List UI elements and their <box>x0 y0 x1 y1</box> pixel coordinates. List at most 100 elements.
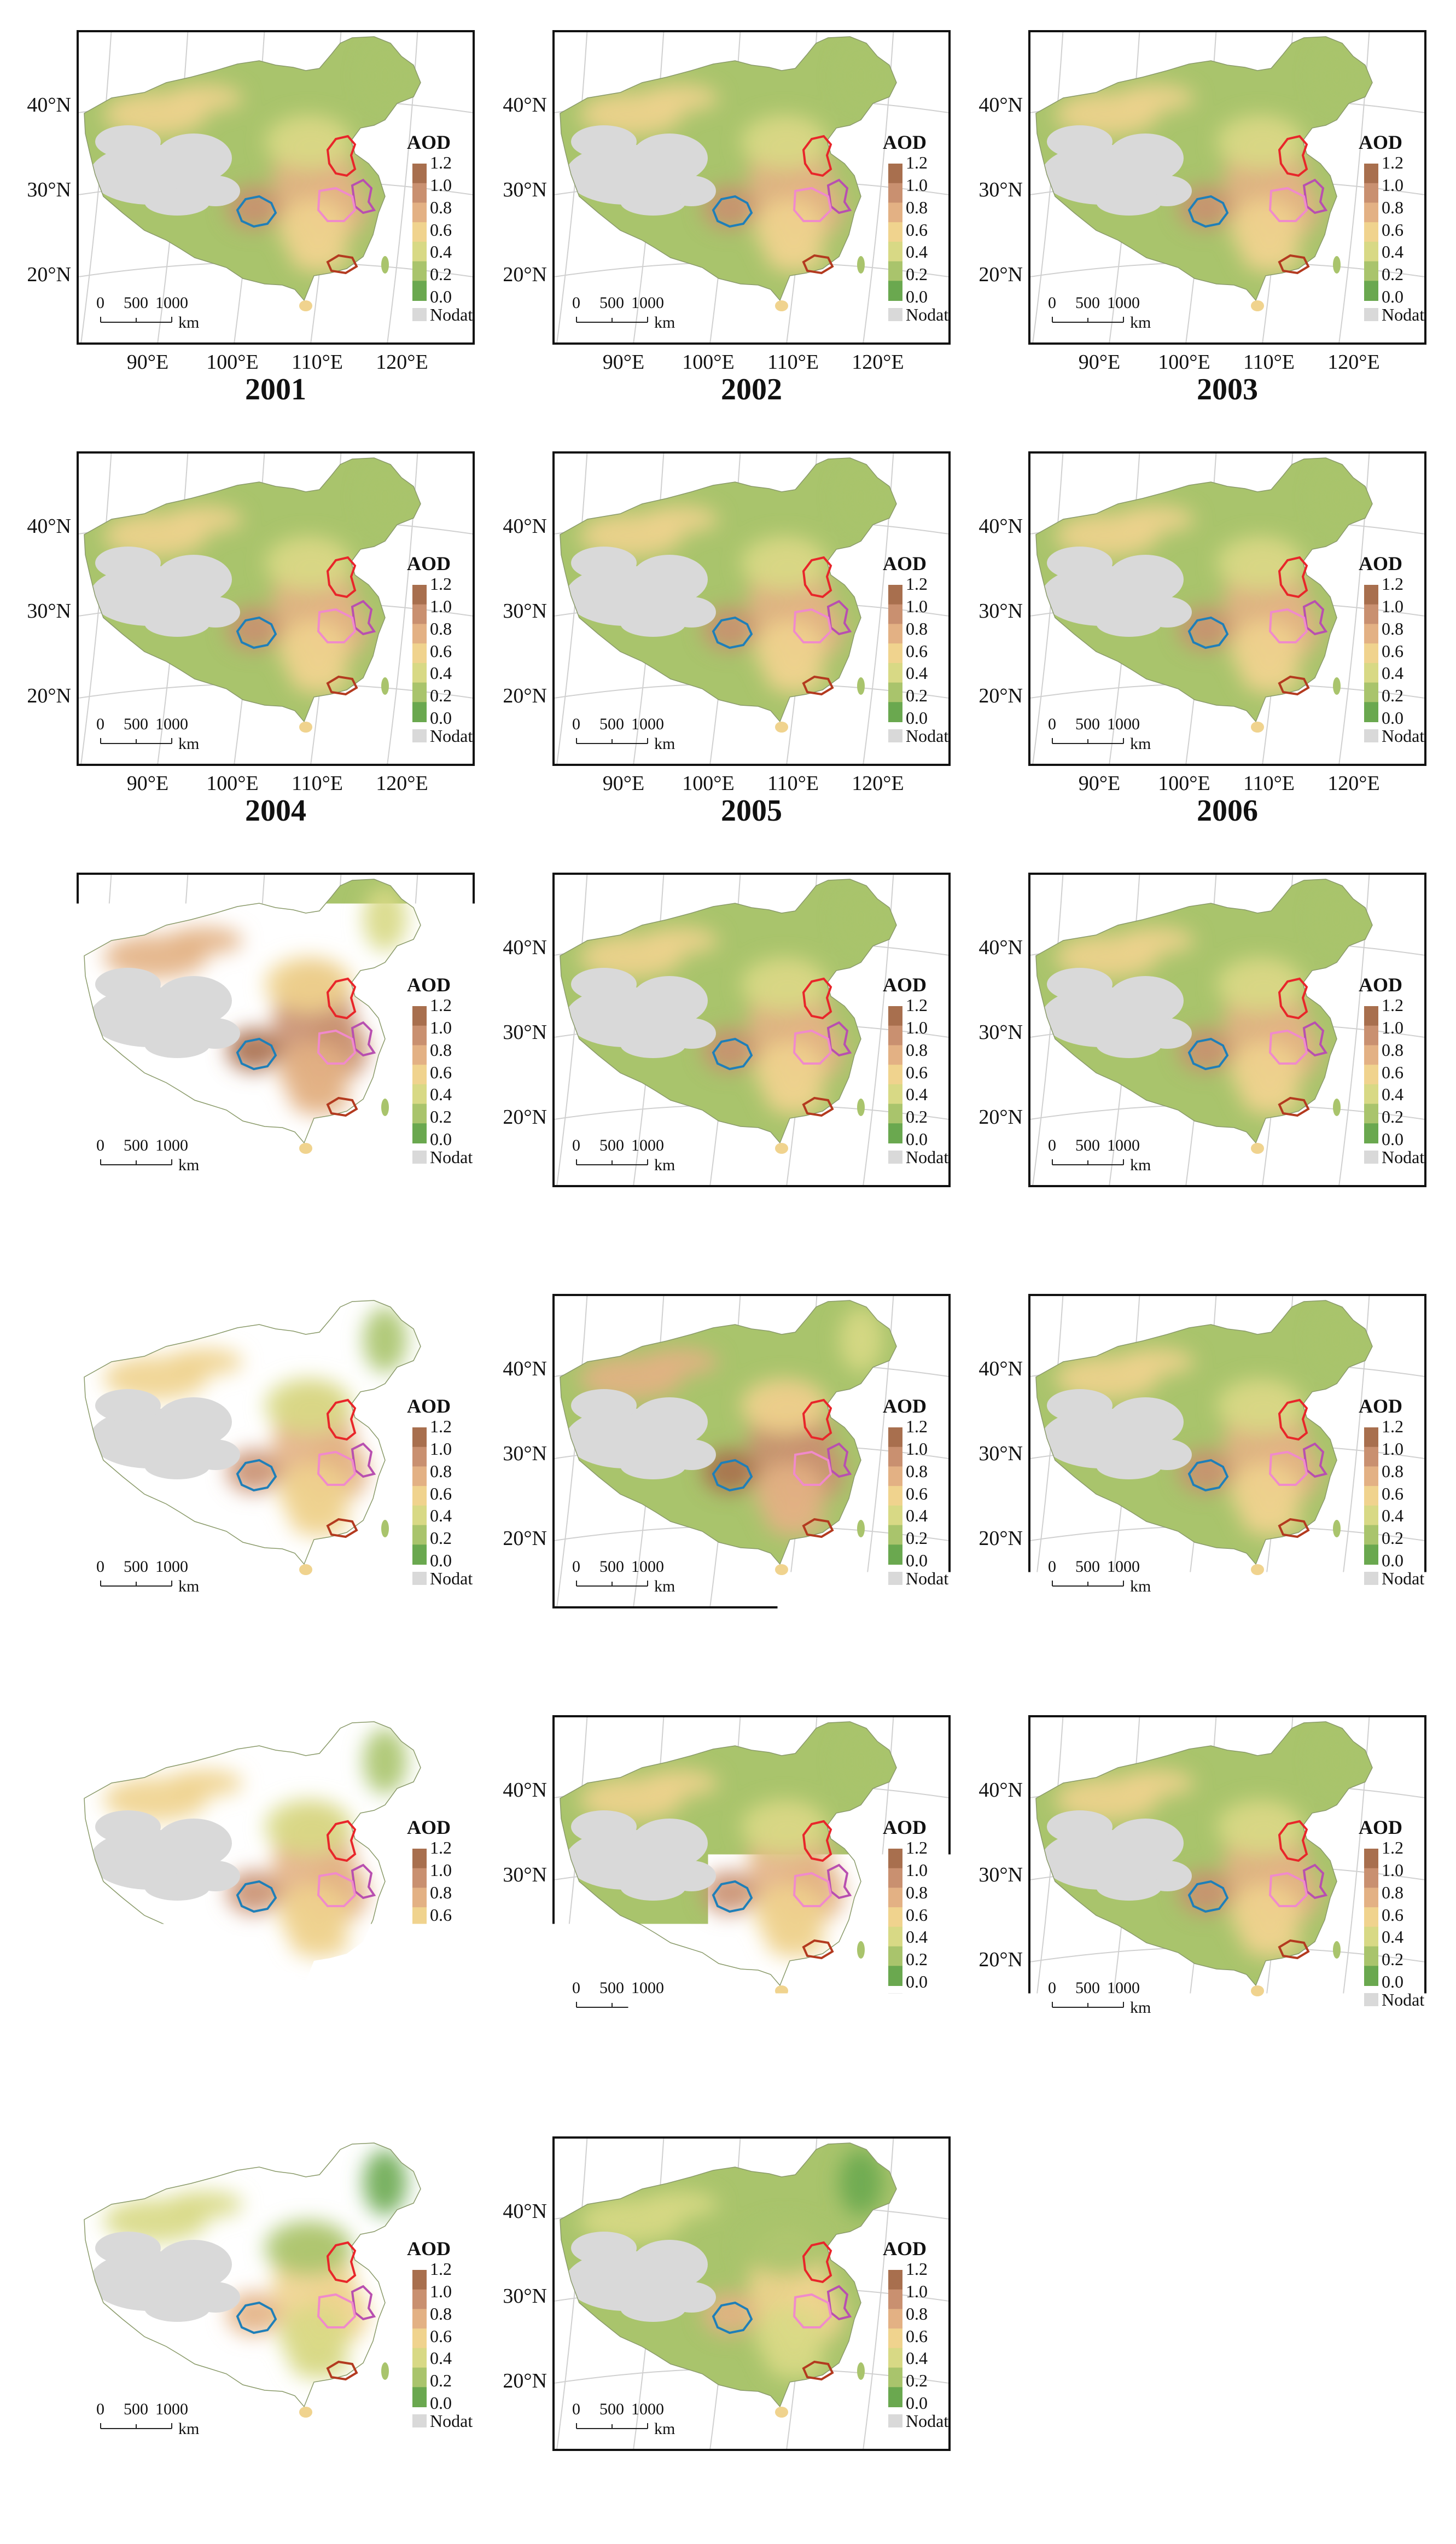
latitude-label: 20°N <box>5 2369 71 2393</box>
legend-tick-label: 0.6 <box>906 1062 928 1083</box>
scale-label-mid: 500 <box>599 294 624 312</box>
latitude-label: 30°N <box>957 1020 1023 1044</box>
longitude-label: 100°E <box>1146 1614 1222 1638</box>
legend-color-step <box>1364 1544 1378 1565</box>
legend-title: AOD <box>883 131 927 154</box>
legend-color-step <box>1364 202 1378 223</box>
legend-color-step <box>412 2290 427 2310</box>
legend-nodata-swatch <box>888 1151 902 1164</box>
longitude-label: 120°E <box>364 2456 440 2481</box>
latitude-label: 20°N <box>481 2369 547 2393</box>
panel-year-label: 2007 <box>77 1215 475 1250</box>
legend-nodata-label: Nodata <box>430 2411 475 2431</box>
legend-color-step <box>1364 1006 1378 1026</box>
map-panel: 40°N 30°N 20°N 90°E 100°E 110°E 120°E AOD 1.2 1.0… <box>0 0 476 416</box>
longitude-label: 120°E <box>1315 2035 1392 2059</box>
scale-label-unit: km <box>654 313 675 332</box>
latitude-label: 20°N <box>5 263 71 287</box>
scale-label-zero: 0 <box>572 2400 580 2419</box>
map-panel: 40°N 30°N 20°N 90°E 100°E 110°E 120°E AOD 1.2 1.0… <box>952 421 1428 837</box>
legend-color-step <box>412 1544 427 1565</box>
legend-color-step <box>888 1927 902 1947</box>
longitude-label: 90°E <box>585 350 662 374</box>
legend-color-step <box>1364 1123 1378 1143</box>
legend-color-step <box>888 1525 902 1546</box>
legend-color-step <box>888 183 902 204</box>
legend-color-step <box>412 1104 427 1124</box>
legend-color-step <box>412 2387 427 2407</box>
legend-color-step <box>888 222 902 242</box>
longitude-label: 110°E <box>279 771 356 795</box>
legend-tick-label: 0.2 <box>430 686 452 706</box>
latitude-label: 30°N <box>5 1442 71 1466</box>
legend-tick-label: 0.4 <box>1382 242 1403 262</box>
legend-nodata-label: Nodata <box>906 2411 951 2431</box>
legend-color-step <box>412 1849 427 1869</box>
scale-label-end: 1000 <box>631 715 664 734</box>
scale-label-end: 1000 <box>1107 1979 1140 1997</box>
latitude-label: 40°N <box>481 936 547 960</box>
longitude-label: 100°E <box>194 2456 271 2481</box>
legend-tick-label: 0.0 <box>906 2393 928 2413</box>
legend-color-step <box>412 1447 427 1467</box>
latitude-label: 40°N <box>5 1778 71 1802</box>
scale-label-unit: km <box>1130 1999 1151 2017</box>
legend-tick-label: 0.6 <box>430 220 452 240</box>
legend-tick-label: 0.8 <box>906 1461 928 1482</box>
legend-color-step <box>888 1466 902 1486</box>
scale-label-unit: km <box>654 1999 675 2017</box>
scale-label-mid: 500 <box>124 294 148 312</box>
latitude-label: 30°N <box>5 178 71 202</box>
latitude-label: 30°N <box>481 1442 547 1466</box>
scale-label-zero: 0 <box>572 715 580 734</box>
legend-tick-label: 0.6 <box>906 2326 928 2346</box>
scale-label-unit: km <box>654 2420 675 2438</box>
legend-color-step <box>1364 1065 1378 1085</box>
legend-color-step <box>1364 1447 1378 1467</box>
map-panel: 40°N 30°N 20°N 90°E 100°E 110°E 120°E AOD 1.2 1.0… <box>0 1685 476 2101</box>
map-frame: AOD1.21.00.80.60.40.20.0Nodata05001000km <box>552 873 951 1187</box>
legend-color-step <box>1364 1868 1378 1889</box>
legend-color-step <box>888 585 902 605</box>
scale-label-zero: 0 <box>1048 715 1056 734</box>
legend-color-step <box>888 702 902 722</box>
map-panel: 40°N 30°N 20°N 90°E 100°E 110°E 120°E AOD 1.2 1.0… <box>476 1685 952 2101</box>
legend-tick-label: 1.0 <box>906 596 928 617</box>
longitude-label: 110°E <box>279 1614 356 1638</box>
legend-tick-label: 1.2 <box>906 2259 928 2279</box>
legend-tick-label: 0.0 <box>430 1129 452 1149</box>
legend-nodata-swatch <box>412 1572 427 1585</box>
legend-tick-label: 0.2 <box>906 686 928 706</box>
legend-color-step <box>1364 1506 1378 1526</box>
china-land <box>1036 458 1372 722</box>
legend-tick-label: 1.2 <box>906 574 928 594</box>
legend-tick-label: 1.2 <box>1382 995 1403 1015</box>
legend-nodata-label: Nodata <box>906 1569 951 1589</box>
legend-tick-label: 1.0 <box>430 1860 452 1880</box>
china-land <box>560 1722 896 1985</box>
latitude-label: 30°N <box>481 1863 547 1887</box>
longitude-label: 110°E <box>755 2035 831 2059</box>
legend-tick-label: 0.8 <box>1382 198 1403 218</box>
map-frame: AOD1.21.00.80.60.40.20.0Nodata05001000km <box>77 30 475 345</box>
longitude-label: 110°E <box>755 1614 831 1638</box>
legend-tick-label: 0.6 <box>1382 1484 1403 1504</box>
scale-label-mid: 500 <box>599 1979 624 1997</box>
scale-label-unit: km <box>178 2420 199 2438</box>
legend-nodata-swatch <box>888 729 902 742</box>
legend-tick-label: 0.0 <box>430 708 452 728</box>
legend-color-step <box>888 1065 902 1085</box>
legend-tick-label: 0.0 <box>430 2393 452 2413</box>
legend-color-step <box>888 1123 902 1143</box>
legend-tick-label: 0.4 <box>906 1927 928 1947</box>
legend-color-step <box>412 605 427 625</box>
legend-tick-label: 0.0 <box>1382 1550 1403 1571</box>
legend-color-step <box>1364 1525 1378 1546</box>
scale-label-mid: 500 <box>1075 1136 1100 1155</box>
legend-tick-label: 0.4 <box>1382 663 1403 683</box>
legend-tick-label: 0.2 <box>430 1528 452 1548</box>
legend-tick-label: 0.4 <box>430 242 452 262</box>
legend-color-step <box>412 643 427 664</box>
latitude-label: 40°N <box>957 514 1023 538</box>
latitude-label: 30°N <box>481 1020 547 1044</box>
